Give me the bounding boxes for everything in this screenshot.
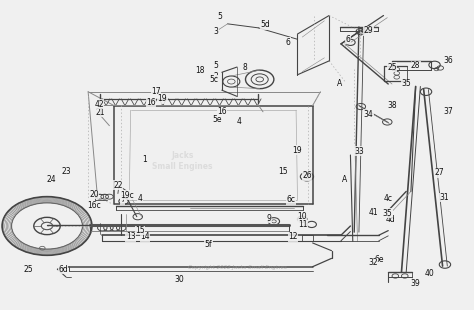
Text: 5d: 5d <box>261 20 270 29</box>
Text: 25: 25 <box>387 63 397 72</box>
Text: 6c: 6c <box>287 195 296 204</box>
Text: 16: 16 <box>146 98 156 107</box>
Text: 23: 23 <box>61 167 71 176</box>
Text: 6: 6 <box>286 38 291 47</box>
Text: 37: 37 <box>444 107 454 116</box>
Text: 6: 6 <box>346 35 350 44</box>
Text: 31: 31 <box>439 193 449 202</box>
Text: A: A <box>337 79 343 88</box>
Text: 8: 8 <box>242 63 247 72</box>
Text: 6d: 6d <box>58 265 68 274</box>
Text: 4d: 4d <box>386 215 395 224</box>
Text: 5c: 5c <box>210 75 219 84</box>
Text: 16c: 16c <box>87 202 101 210</box>
Text: 28: 28 <box>411 61 420 70</box>
Text: 5e: 5e <box>212 115 222 124</box>
Text: 38: 38 <box>387 100 397 109</box>
Text: 5: 5 <box>218 11 222 21</box>
Text: 9: 9 <box>267 214 272 223</box>
Text: 19c: 19c <box>120 191 134 200</box>
Text: 39: 39 <box>411 279 420 288</box>
Text: 18: 18 <box>195 66 205 75</box>
Text: 16: 16 <box>217 107 227 116</box>
Text: 42: 42 <box>94 100 104 108</box>
Text: 6e: 6e <box>374 255 383 264</box>
Text: 2: 2 <box>213 72 218 81</box>
Text: 4c: 4c <box>384 194 393 203</box>
Text: 5: 5 <box>213 61 218 70</box>
Text: 10: 10 <box>297 212 307 221</box>
Text: 12: 12 <box>288 232 298 241</box>
Text: 26: 26 <box>302 171 312 180</box>
Text: 17: 17 <box>151 87 161 96</box>
Text: 27: 27 <box>435 168 444 177</box>
Text: 19: 19 <box>292 146 302 155</box>
Text: 36: 36 <box>444 56 454 65</box>
Text: 15: 15 <box>135 226 145 235</box>
Text: 4: 4 <box>237 117 242 126</box>
Text: 34: 34 <box>364 110 373 119</box>
Text: 30: 30 <box>174 276 184 285</box>
Text: 20: 20 <box>90 190 99 199</box>
Text: 11: 11 <box>299 220 308 229</box>
Text: 29: 29 <box>364 26 373 35</box>
Text: 32: 32 <box>368 258 378 267</box>
Text: Copyright 2022 Jacks Small Engines: Copyright 2022 Jacks Small Engines <box>188 265 286 270</box>
Text: 22: 22 <box>113 181 123 190</box>
Text: 7: 7 <box>120 195 125 204</box>
Text: 21: 21 <box>95 108 105 117</box>
Text: 13: 13 <box>126 232 136 241</box>
Text: 3: 3 <box>213 27 218 36</box>
Text: Jacks
Small Engines: Jacks Small Engines <box>153 151 213 171</box>
Text: 25: 25 <box>23 265 33 274</box>
Text: A: A <box>342 175 347 184</box>
Text: 41: 41 <box>368 208 378 217</box>
Text: 35: 35 <box>401 79 411 88</box>
Text: 14: 14 <box>140 232 150 241</box>
Text: 24: 24 <box>47 175 56 184</box>
Text: 15: 15 <box>279 167 288 176</box>
Text: 33: 33 <box>354 147 364 156</box>
Text: 1: 1 <box>143 155 147 164</box>
Text: 19: 19 <box>157 94 167 103</box>
Text: 35: 35 <box>383 209 392 218</box>
Text: 40: 40 <box>425 269 435 278</box>
Text: 4: 4 <box>137 194 143 203</box>
Text: 5f: 5f <box>205 240 212 249</box>
